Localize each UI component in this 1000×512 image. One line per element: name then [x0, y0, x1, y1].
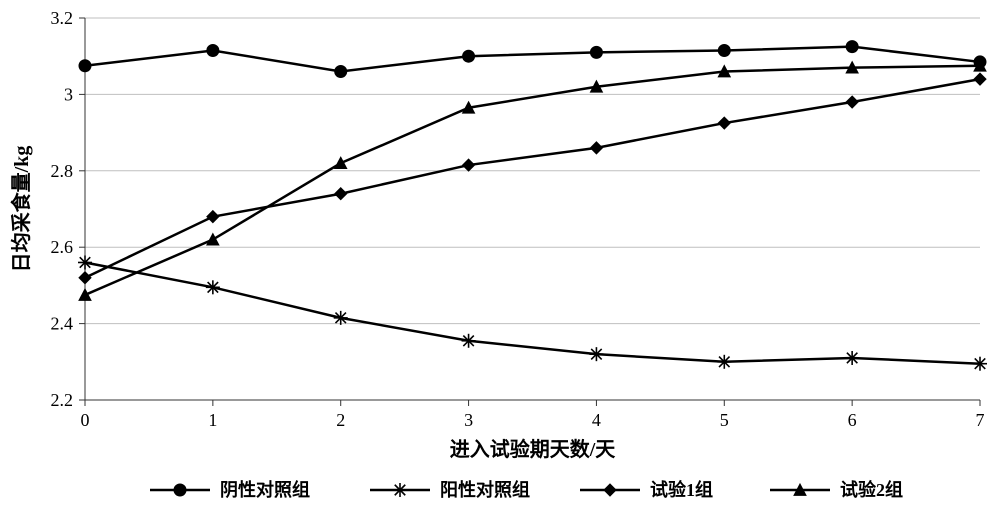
x-tick-label: 5: [720, 410, 729, 430]
marker-trial2-0: [79, 289, 91, 300]
legend-label-trial1: 试验1组: [650, 479, 713, 500]
x-tick-label: 2: [336, 410, 345, 430]
x-tick-label: 0: [81, 410, 90, 430]
marker-trial1-2: [335, 188, 347, 200]
y-tick-label: 2.4: [51, 314, 74, 334]
marker-legend-trial1: [604, 484, 616, 496]
series-trial2: [85, 66, 980, 295]
x-tick-label: 4: [592, 410, 601, 430]
y-tick-label: 2.2: [51, 390, 74, 410]
marker-pos_control-2: [334, 311, 348, 325]
x-tick-label: 7: [976, 410, 985, 430]
marker-pos_control-6: [845, 351, 859, 365]
x-tick-label: 3: [464, 410, 473, 430]
chart-container: 2.2 2.4 2.6 2.8 3 3.2 0 1 2 3 4 5 6 7 进入试验期天数/天 日均采食量/k…: [0, 0, 1000, 512]
marker-neg_control-4: [590, 46, 602, 58]
x-tick-label: 1: [208, 410, 217, 430]
marker-neg_control-1: [207, 44, 219, 56]
marker-trial1-3: [463, 159, 475, 171]
marker-trial2-2: [335, 157, 347, 168]
legend-label-trial2: 试验2组: [840, 479, 903, 500]
x-axis-label: 进入试验期天数/天: [450, 437, 617, 461]
legend-label-pos_control: 阳性对照组: [440, 479, 530, 500]
legend-label-neg_control: 阴性对照组: [220, 479, 310, 500]
x-tick-label: 6: [848, 410, 857, 430]
marker-neg_control-5: [718, 44, 730, 56]
marker-neg_control-0: [79, 60, 91, 72]
marker-neg_control-3: [463, 50, 475, 62]
marker-neg_control-2: [335, 65, 347, 77]
line-chart: 2.2 2.4 2.6 2.8 3 3.2 0 1 2 3 4 5 6 7 进入试验期天数/天 日均采食量/k…: [0, 0, 1000, 512]
y-tick-label: 2.8: [51, 161, 74, 181]
series-trial1: [85, 79, 980, 278]
marker-trial2-1: [207, 234, 219, 245]
y-axis-label: 日均采食量/kg: [9, 146, 33, 273]
marker-pos_control-7: [973, 357, 987, 371]
marker-pos_control-4: [589, 347, 603, 361]
marker-trial1-4: [590, 142, 602, 154]
marker-trial1-1: [207, 211, 219, 223]
marker-trial1-0: [79, 272, 91, 284]
y-tick-label: 3: [64, 84, 73, 104]
y-tick-label: 2.6: [51, 237, 74, 257]
marker-trial1-6: [846, 96, 858, 108]
marker-pos_control-1: [206, 280, 220, 294]
series-pos_control: [85, 262, 980, 363]
marker-pos_control-3: [462, 334, 476, 348]
marker-legend-neg_control: [174, 484, 186, 496]
marker-trial1-7: [974, 73, 986, 85]
marker-legend-pos_control: [393, 483, 407, 497]
marker-pos_control-5: [717, 355, 731, 369]
marker-trial1-5: [718, 117, 730, 129]
marker-neg_control-6: [846, 41, 858, 53]
y-tick-label: 3.2: [51, 8, 74, 28]
marker-pos_control-0: [78, 255, 92, 269]
